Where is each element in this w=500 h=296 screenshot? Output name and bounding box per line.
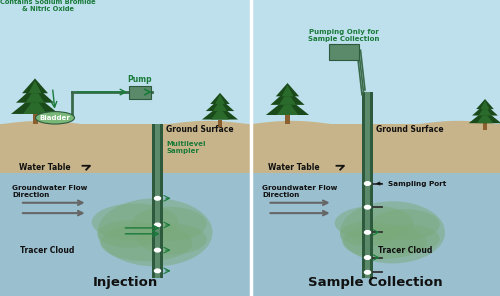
Bar [250,170,500,296]
FancyBboxPatch shape [128,86,150,99]
FancyBboxPatch shape [328,44,359,60]
Text: Tracer Cloud: Tracer Cloud [20,246,74,255]
Ellipse shape [340,221,398,246]
Polygon shape [211,107,229,120]
Bar [365,92,370,278]
Polygon shape [0,121,250,128]
Ellipse shape [100,224,192,261]
Polygon shape [276,100,298,115]
Bar [0,124,250,173]
Text: Groundwater Flow
Direction: Groundwater Flow Direction [262,185,338,198]
Polygon shape [477,112,493,123]
Text: Pump: Pump [127,75,152,84]
Bar [370,92,373,278]
Polygon shape [266,98,309,115]
Bar [218,120,222,127]
Ellipse shape [138,224,207,255]
Text: Groundwater Flow
Direction: Groundwater Flow Direction [12,185,88,198]
Polygon shape [270,89,304,105]
Text: Water Table: Water Table [268,163,319,172]
Ellipse shape [98,221,161,248]
Polygon shape [276,83,299,96]
Circle shape [364,231,370,234]
Polygon shape [250,121,500,128]
Ellipse shape [335,206,413,240]
Polygon shape [480,101,490,109]
Polygon shape [202,105,238,120]
Polygon shape [23,98,47,114]
Circle shape [364,256,370,259]
Ellipse shape [98,198,212,266]
Text: Multilevel
Sampler: Multilevel Sampler [166,141,206,154]
Polygon shape [472,104,498,115]
Ellipse shape [377,225,440,252]
Bar [160,124,163,278]
Ellipse shape [340,201,445,263]
Polygon shape [210,93,230,104]
Circle shape [364,205,370,209]
Bar [362,92,365,278]
Bar [484,123,486,130]
Bar [155,124,160,278]
Polygon shape [28,81,42,93]
Polygon shape [478,106,492,115]
Polygon shape [468,110,500,123]
Text: Water Table: Water Table [19,163,70,172]
Ellipse shape [372,209,440,240]
Circle shape [154,197,160,200]
Polygon shape [206,98,234,111]
Bar [285,115,290,124]
Circle shape [154,269,160,273]
Text: Tracer Solution
Contains Sodium Bromide
& Nitric Oxide: Tracer Solution Contains Sodium Bromide … [0,0,96,12]
Text: Injection: Injection [92,276,158,289]
Circle shape [154,223,160,227]
Polygon shape [22,78,48,93]
Ellipse shape [36,112,74,124]
Ellipse shape [342,225,426,259]
Text: Bladder: Bladder [40,115,70,121]
Ellipse shape [92,203,178,241]
Circle shape [364,271,370,274]
Bar [152,124,155,278]
Bar [0,170,250,296]
Polygon shape [476,99,494,109]
Circle shape [154,248,160,252]
Polygon shape [279,92,296,105]
Text: Ground Surface: Ground Surface [166,125,234,134]
Polygon shape [16,86,54,103]
Polygon shape [213,100,227,111]
Ellipse shape [132,207,207,241]
Text: Ground Surface: Ground Surface [376,125,444,134]
Text: Sample Collection: Sample Collection [308,276,442,289]
Text: Pumping Only for
Sample Collection: Pumping Only for Sample Collection [308,29,380,42]
Polygon shape [282,85,294,96]
Polygon shape [11,95,59,114]
Circle shape [364,182,370,185]
Polygon shape [215,94,225,104]
Bar [250,124,500,173]
Text: Sampling Port: Sampling Port [377,181,446,186]
Bar [32,114,38,124]
Text: Tracer Cloud: Tracer Cloud [378,246,432,255]
Polygon shape [26,88,44,103]
